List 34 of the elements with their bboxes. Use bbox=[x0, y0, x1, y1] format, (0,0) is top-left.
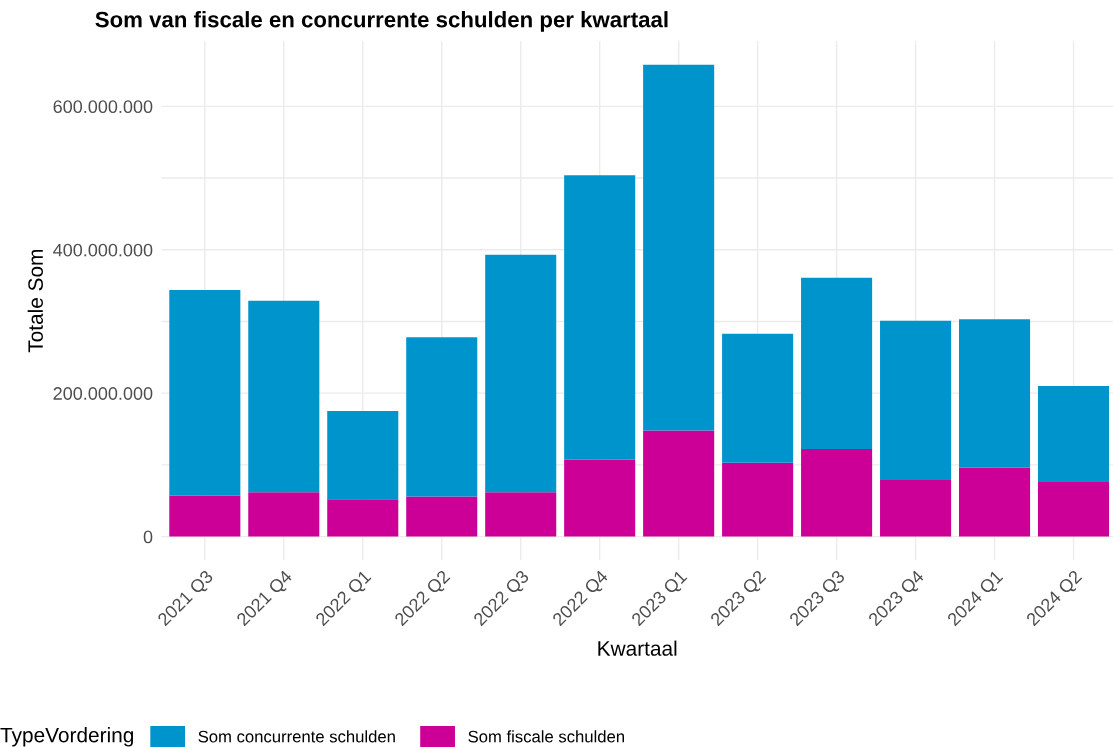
y-tick-label: 200.000.000 bbox=[53, 387, 153, 400]
legend-label: Som fiscale schulden bbox=[468, 730, 624, 743]
legend-title: TypeVordering bbox=[0, 727, 134, 747]
bar bbox=[959, 319, 1031, 468]
bar bbox=[564, 175, 636, 460]
bar bbox=[643, 430, 715, 537]
bar bbox=[564, 459, 636, 537]
bar bbox=[485, 254, 557, 493]
bar bbox=[959, 467, 1031, 537]
bar bbox=[1037, 386, 1110, 483]
bar bbox=[1037, 482, 1110, 537]
bar bbox=[327, 499, 399, 537]
legend-label: Som concurrente schulden bbox=[198, 730, 395, 743]
y-tick-label: 0 bbox=[143, 530, 153, 544]
x-axis-title: Kwartaal bbox=[598, 640, 677, 656]
bar bbox=[169, 495, 241, 537]
bar bbox=[643, 64, 715, 431]
chart-title: Som van fiscale en concurrente schulden per kwartaal bbox=[95, 11, 668, 32]
bar bbox=[722, 462, 794, 537]
bar bbox=[722, 333, 794, 463]
bar bbox=[880, 479, 952, 537]
bar bbox=[169, 289, 241, 496]
y-axis-title: Totale Som bbox=[27, 249, 43, 353]
bar bbox=[485, 492, 557, 537]
bar bbox=[327, 411, 399, 500]
bar bbox=[406, 496, 478, 537]
bar bbox=[880, 320, 952, 480]
y-tick-label: 400.000.000 bbox=[53, 243, 153, 257]
bar bbox=[406, 337, 478, 497]
bar bbox=[248, 492, 320, 537]
bar bbox=[801, 277, 873, 450]
bar bbox=[248, 300, 320, 493]
y-tick-label: 600.000.000 bbox=[53, 100, 153, 114]
bar bbox=[801, 449, 873, 537]
